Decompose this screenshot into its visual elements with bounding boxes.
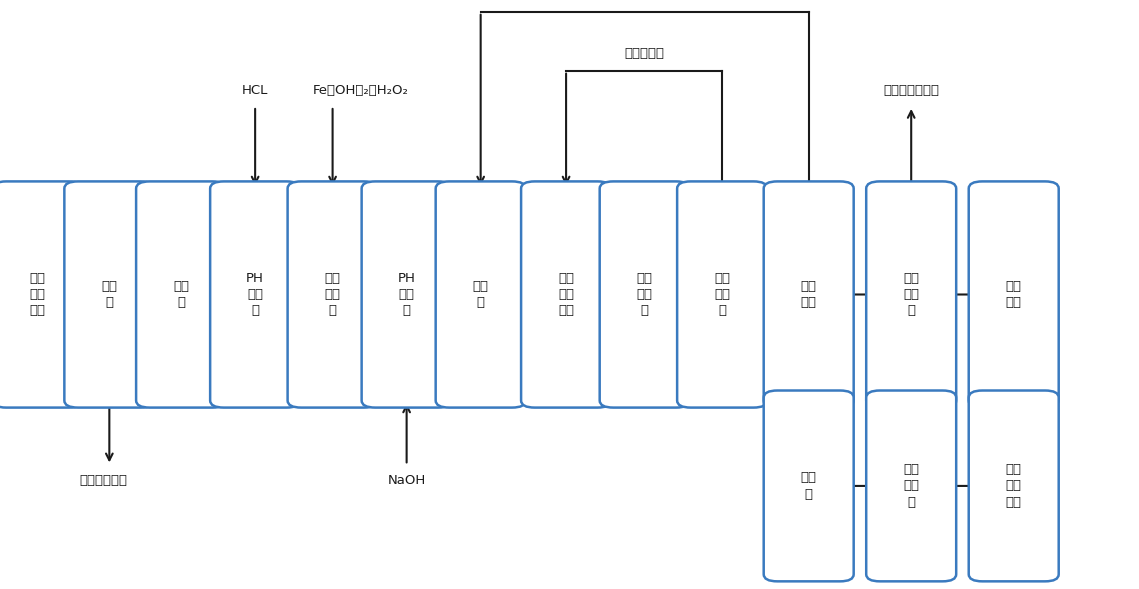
FancyBboxPatch shape xyxy=(65,181,155,408)
Text: PH
调节
池: PH 调节 池 xyxy=(246,272,264,317)
Text: Fe（OH）₂、H₂O₂: Fe（OH）₂、H₂O₂ xyxy=(313,84,409,97)
FancyBboxPatch shape xyxy=(137,181,226,408)
FancyBboxPatch shape xyxy=(763,391,854,581)
Text: 达标
排放: 达标 排放 xyxy=(1006,280,1022,309)
FancyBboxPatch shape xyxy=(867,391,957,581)
Text: 反洗水至格栅井: 反洗水至格栅井 xyxy=(883,84,940,97)
FancyBboxPatch shape xyxy=(968,181,1058,408)
FancyBboxPatch shape xyxy=(287,181,377,408)
FancyBboxPatch shape xyxy=(0,181,83,408)
Text: 接触
氧化
池: 接触 氧化 池 xyxy=(637,272,653,317)
Text: 斜管
沉淀
池: 斜管 沉淀 池 xyxy=(714,272,730,317)
Text: PH
调节
池: PH 调节 池 xyxy=(398,272,416,317)
Text: 泥饼
外运
处理: 泥饼 外运 处理 xyxy=(1006,463,1022,509)
Text: 厌氧
池: 厌氧 池 xyxy=(473,280,489,309)
Text: 调节
池: 调节 池 xyxy=(173,280,189,309)
FancyBboxPatch shape xyxy=(521,181,611,408)
Text: 污水
收集
管网: 污水 收集 管网 xyxy=(30,272,46,317)
FancyBboxPatch shape xyxy=(968,391,1058,581)
FancyBboxPatch shape xyxy=(599,181,689,408)
Text: 多介
质过
滤: 多介 质过 滤 xyxy=(903,272,919,317)
FancyBboxPatch shape xyxy=(677,181,768,408)
Text: HCL: HCL xyxy=(241,84,269,97)
FancyBboxPatch shape xyxy=(210,181,301,408)
Text: 硝化液反流: 硝化液反流 xyxy=(624,47,664,60)
Text: 厢式
压滤
机: 厢式 压滤 机 xyxy=(903,463,919,509)
FancyBboxPatch shape xyxy=(763,181,854,408)
Text: 芬顿
反应
池: 芬顿 反应 池 xyxy=(325,272,341,317)
Text: 缺氧
反硝
化池: 缺氧 反硝 化池 xyxy=(558,272,574,317)
Text: 格栅
井: 格栅 井 xyxy=(101,280,117,309)
Text: 中间
水池: 中间 水池 xyxy=(801,280,817,309)
FancyBboxPatch shape xyxy=(435,181,526,408)
FancyBboxPatch shape xyxy=(867,181,957,408)
Text: 污泥
池: 污泥 池 xyxy=(801,471,817,501)
Text: 污泥回流: 污泥回流 xyxy=(629,0,661,1)
Text: NaOH: NaOH xyxy=(387,474,426,487)
FancyBboxPatch shape xyxy=(361,181,451,408)
Text: 栅渣定期清理: 栅渣定期清理 xyxy=(80,474,128,487)
